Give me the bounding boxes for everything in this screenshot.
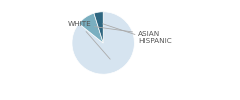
Wedge shape: [94, 12, 103, 43]
Text: WHITE: WHITE: [67, 21, 110, 59]
Text: HISPANIC: HISPANIC: [103, 24, 172, 44]
Wedge shape: [72, 12, 134, 74]
Text: ASIAN: ASIAN: [95, 27, 160, 37]
Wedge shape: [79, 13, 103, 43]
